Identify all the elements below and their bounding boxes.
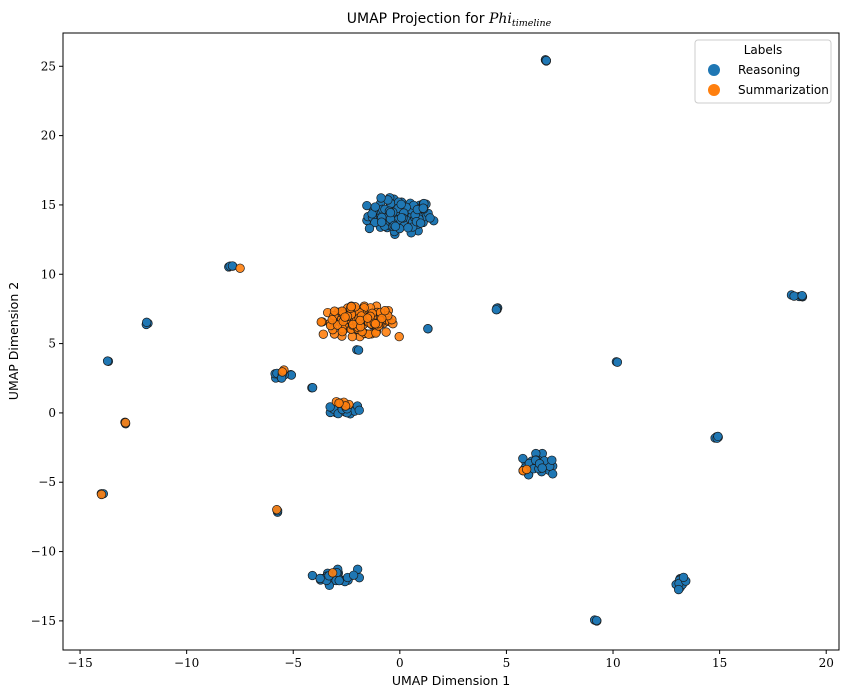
data-point-summarization [327, 315, 337, 325]
x-tick-label: 5 [503, 656, 511, 670]
data-point-reasoning [227, 261, 238, 271]
data-point-summarization [96, 489, 107, 500]
data-point-reasoning [376, 217, 387, 227]
data-point-reasoning [315, 573, 325, 584]
data-point-summarization [370, 319, 381, 329]
data-point-reasoning [396, 199, 406, 210]
data-point-reasoning [370, 202, 380, 212]
data-point-summarization [277, 367, 288, 377]
legend-label-summarization: Summarization [738, 83, 829, 97]
data-point-summarization [377, 313, 387, 324]
chart-title: UMAP Projection for Phitimeline [347, 11, 552, 29]
data-point-reasoning [423, 324, 433, 334]
chart-title-math-subscript: timeline [512, 18, 552, 29]
data-point-reasoning [678, 572, 689, 582]
data-point-reasoning [713, 431, 723, 442]
x-tick-label: 20 [819, 656, 834, 670]
data-point-summarization [381, 327, 391, 337]
data-point-summarization [334, 398, 344, 408]
data-point-reasoning [307, 383, 318, 393]
x-tick-label: 10 [605, 656, 620, 670]
data-point-reasoning [348, 570, 359, 580]
legend: Labels Reasoning Summarization [694, 39, 832, 104]
data-point-reasoning [416, 218, 426, 228]
data-point-summarization [340, 312, 350, 322]
chart-title-math-base: Phi [488, 11, 512, 27]
data-point-reasoning [789, 291, 799, 301]
y-tick-label: 20 [41, 129, 56, 143]
data-point-reasoning [142, 317, 152, 327]
data-point-reasoning [364, 223, 375, 234]
data-point-reasoning [548, 469, 558, 479]
data-point-reasoning [537, 463, 547, 473]
data-point-reasoning [307, 570, 318, 581]
data-point-reasoning [425, 213, 435, 223]
data-points-layer [96, 55, 808, 626]
data-point-reasoning [390, 221, 401, 232]
data-point-summarization [522, 464, 532, 475]
y-tick-label: 0 [48, 406, 56, 420]
data-point-summarization [362, 313, 373, 323]
y-tick-label: 15 [41, 198, 56, 212]
data-point-reasoning [491, 305, 501, 315]
x-tick-label: −5 [284, 656, 302, 670]
data-point-reasoning [102, 356, 113, 366]
legend-label-reasoning: Reasoning [738, 63, 800, 77]
data-point-summarization [120, 418, 131, 428]
data-point-summarization [346, 302, 356, 312]
y-tick-label: −5 [38, 475, 56, 489]
data-point-reasoning [547, 455, 557, 465]
data-point-summarization [272, 504, 282, 515]
x-tick-label: 0 [396, 656, 404, 670]
y-tick-label: −10 [31, 545, 56, 559]
plot-frame [62, 32, 840, 651]
y-tick-label: 5 [48, 337, 56, 351]
data-point-summarization [337, 326, 347, 337]
chart-title-prefix: UMAP Projection for [347, 11, 489, 27]
data-point-reasoning [541, 55, 551, 66]
x-tick-label: −15 [67, 656, 92, 670]
data-point-reasoning [353, 345, 364, 355]
data-point-summarization [235, 263, 245, 273]
x-axis-label: UMAP Dimension 1 [392, 673, 510, 688]
data-point-summarization [318, 329, 328, 339]
legend-marker-reasoning [708, 64, 720, 76]
x-axis-ticks: −15 −10 −5 0 5 10 15 20 [67, 650, 834, 670]
data-point-reasoning [354, 405, 364, 415]
data-point-summarization [380, 306, 390, 316]
data-point-reasoning [396, 213, 407, 223]
y-tick-label: 10 [41, 267, 56, 281]
y-axis-ticks: −15 −10 −5 0 5 10 15 20 25 [31, 59, 63, 628]
data-point-summarization [394, 331, 404, 342]
data-point-reasoning [418, 203, 428, 213]
data-point-reasoning [591, 615, 602, 626]
data-point-reasoning [797, 290, 807, 301]
data-point-reasoning [385, 207, 396, 218]
y-tick-label: 25 [41, 59, 56, 73]
x-tick-label: 15 [712, 656, 727, 670]
y-tick-label: −15 [31, 614, 56, 628]
legend-box [694, 39, 832, 104]
data-point-reasoning [362, 200, 372, 211]
data-point-summarization [329, 306, 340, 316]
data-point-reasoning [334, 575, 344, 586]
y-axis-label: UMAP Dimension 2 [6, 282, 21, 400]
data-point-reasoning [673, 584, 684, 595]
data-point-summarization [316, 317, 326, 327]
data-point-reasoning [376, 193, 386, 203]
data-point-reasoning [403, 223, 413, 233]
x-tick-label: −10 [174, 656, 199, 670]
data-point-reasoning [612, 357, 623, 367]
data-point-reasoning [518, 453, 528, 464]
legend-title: Labels [744, 43, 783, 57]
data-point-summarization [327, 568, 338, 578]
legend-marker-summarization [708, 84, 720, 96]
data-point-reasoning [325, 402, 335, 412]
